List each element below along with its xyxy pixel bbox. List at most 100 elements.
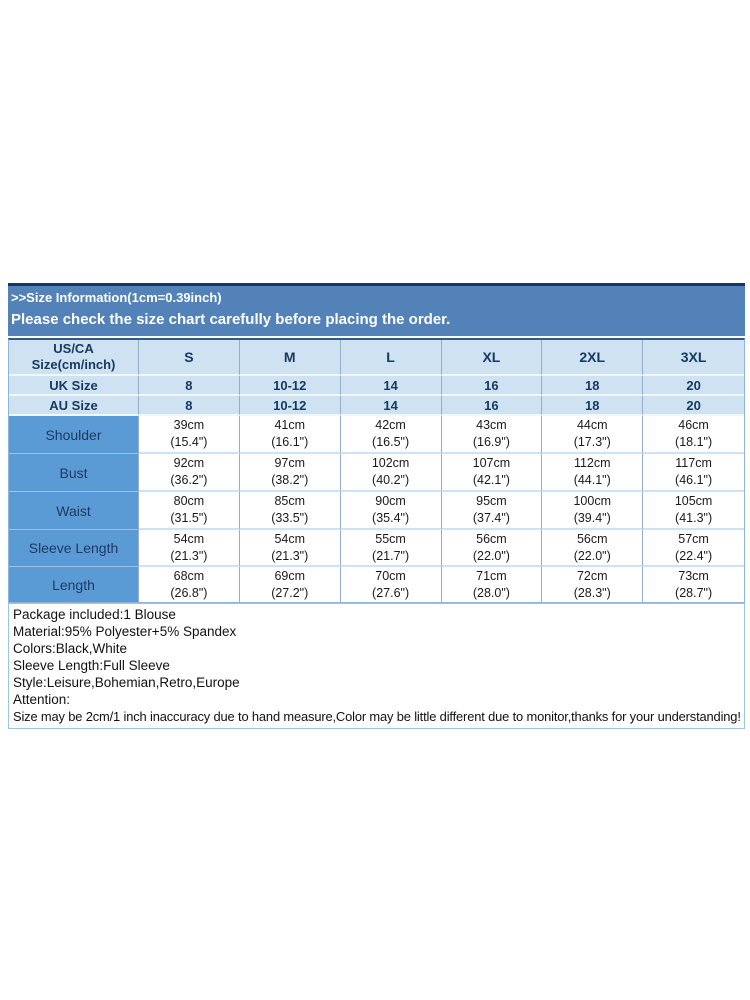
inch-value: (27.2") xyxy=(271,585,309,600)
cm-value: 41cm xyxy=(274,418,306,432)
inch-value: (46.1") xyxy=(675,473,713,487)
measure-cell: 44cm (17.3") xyxy=(542,416,644,454)
col-header-l: L xyxy=(340,340,442,376)
measure-cell: 68cm (26.8") xyxy=(139,567,240,602)
size-information-title: >>Size Information(1cm=0.39inch) xyxy=(11,290,222,305)
cm-value: 85cm xyxy=(274,494,306,508)
measure-cell: 85cm (33.5") xyxy=(239,492,341,530)
inch-value: (44.1") xyxy=(573,473,611,487)
inch-value: (17.3") xyxy=(573,435,611,449)
measure-cell: 92cm (36.2") xyxy=(139,454,240,492)
measure-row-sleeve-length: Sleeve Length 54cm (21.3") 54cm (21.3") … xyxy=(9,530,744,567)
cm-value: 54cm xyxy=(274,531,306,546)
cm-value: 69cm xyxy=(274,568,306,583)
measure-cell: 54cm (21.3") xyxy=(139,530,240,567)
inch-value: (35.4") xyxy=(372,511,410,525)
measure-row-bust: Bust 92cm (36.2") 97cm (38.2") 102cm (40… xyxy=(9,454,744,492)
row-label-uk: UK Size xyxy=(9,376,139,396)
measure-cell: 90cm (35.4") xyxy=(340,492,442,530)
cm-value: 46cm xyxy=(678,418,709,432)
inch-value: (27.6") xyxy=(372,585,410,600)
measure-cell: 70cm (27.6") xyxy=(340,567,442,602)
order-warning-text: Please check the size chart carefully be… xyxy=(11,311,451,328)
cm-value: 90cm xyxy=(375,494,406,508)
measure-cell: 71cm (28.0") xyxy=(441,567,543,602)
measure-cell: 43cm (16.9") xyxy=(441,416,543,454)
size-chart-header: >>Size Information(1cm=0.39inch) Please … xyxy=(8,286,745,336)
inch-value: (21.3") xyxy=(271,548,309,563)
inch-value: (33.5") xyxy=(271,511,309,525)
inch-value: (16.9") xyxy=(472,435,510,449)
measure-cell: 100cm (39.4") xyxy=(542,492,644,530)
measure-cell: 73cm (28.7") xyxy=(643,567,744,602)
inch-value: (39.4") xyxy=(573,511,611,525)
measure-cell: 46cm (18.1") xyxy=(643,416,744,454)
measure-cell: 105cm (41.3") xyxy=(643,492,744,530)
inch-value: (42.1") xyxy=(472,473,510,487)
sleeve-length-line: Sleeve Length:Full Sleeve xyxy=(13,658,170,673)
row-label-bust: Bust xyxy=(9,454,139,492)
measure-cell: 80cm (31.5") xyxy=(139,492,240,530)
measure-cell: 41cm (16.1") xyxy=(239,416,341,454)
measure-cell: 39cm (15.4") xyxy=(139,416,240,454)
inch-value: (41.3") xyxy=(675,511,713,525)
cm-value: 102cm xyxy=(371,456,410,470)
inch-value: (37.4") xyxy=(472,511,510,525)
row-label-waist: Waist xyxy=(9,492,139,530)
measure-cell: 56cm (22.0") xyxy=(542,530,644,567)
au-size-row: AU Size 8 10-12 14 16 18 20 xyxy=(9,396,744,416)
measure-cell: 117cm (46.1") xyxy=(643,454,744,492)
inch-value: (31.5") xyxy=(170,511,208,525)
inch-value: (15.4") xyxy=(170,435,208,449)
inch-value: (38.2") xyxy=(271,473,309,487)
package-included-line: Package included:1 Blouse xyxy=(13,607,176,622)
cm-value: 71cm xyxy=(476,568,507,583)
cm-value: 112cm xyxy=(573,456,611,470)
au-size-cell: 16 xyxy=(441,396,543,416)
au-size-cell: 20 xyxy=(643,396,744,416)
cm-value: 57cm xyxy=(678,531,709,546)
cm-value: 44cm xyxy=(576,418,608,432)
measure-cell: 56cm (22.0") xyxy=(441,530,543,567)
uk-size-row: UK Size 8 10-12 14 16 18 20 xyxy=(9,376,744,396)
measure-cell: 57cm (22.4") xyxy=(643,530,744,567)
size-chart-content: >>Size Information(1cm=0.39inch) Please … xyxy=(8,283,745,729)
corner-line2: Size(cm/inch) xyxy=(31,357,116,372)
measure-cell: 95cm (37.4") xyxy=(441,492,543,530)
measure-cell: 55cm (21.7") xyxy=(340,530,442,567)
colors-line: Colors:Black,White xyxy=(13,641,128,656)
corner-cell: US/CA Size(cm/inch) xyxy=(9,340,139,376)
cm-value: 56cm xyxy=(476,531,507,546)
measure-cell: 69cm (27.2") xyxy=(239,567,341,602)
product-details-box: Package included:1 Blouse Material:95% P… xyxy=(8,603,745,729)
cm-value: 97cm xyxy=(274,456,306,470)
inch-value: (26.8") xyxy=(170,585,208,600)
uk-size-cell: 8 xyxy=(139,376,240,396)
measure-cell: 72cm (28.3") xyxy=(542,567,644,602)
inch-value: (28.7") xyxy=(675,585,713,600)
inch-value: (16.5") xyxy=(372,435,410,449)
column-header-row: US/CA Size(cm/inch) S M L XL 2XL 3XL xyxy=(9,340,744,376)
cm-value: 100cm xyxy=(573,494,611,508)
cm-value: 68cm xyxy=(173,568,205,583)
row-label-sleeve-length: Sleeve Length xyxy=(9,530,139,567)
col-header-m: M xyxy=(239,340,341,376)
col-header-2xl: 2XL xyxy=(542,340,644,376)
cm-value: 92cm xyxy=(173,456,205,470)
cm-value: 42cm xyxy=(375,418,406,432)
cm-value: 117cm xyxy=(675,456,712,470)
inch-value: (28.3") xyxy=(573,585,611,600)
inch-value: (22.0") xyxy=(573,548,611,563)
attention-note: Size may be 2cm/1 inch inaccuracy due to… xyxy=(13,709,740,724)
material-line: Material:95% Polyester+5% Spandex xyxy=(13,624,237,639)
cm-value: 55cm xyxy=(375,531,406,546)
inch-value: (36.2") xyxy=(170,473,208,487)
au-size-cell: 8 xyxy=(139,396,240,416)
cm-value: 70cm xyxy=(375,568,406,583)
inch-value: (28.0") xyxy=(472,585,510,600)
cm-value: 73cm xyxy=(678,568,709,583)
inch-value: (21.7") xyxy=(372,548,410,563)
row-label-shoulder: Shoulder xyxy=(9,416,139,454)
cm-value: 105cm xyxy=(674,494,713,508)
